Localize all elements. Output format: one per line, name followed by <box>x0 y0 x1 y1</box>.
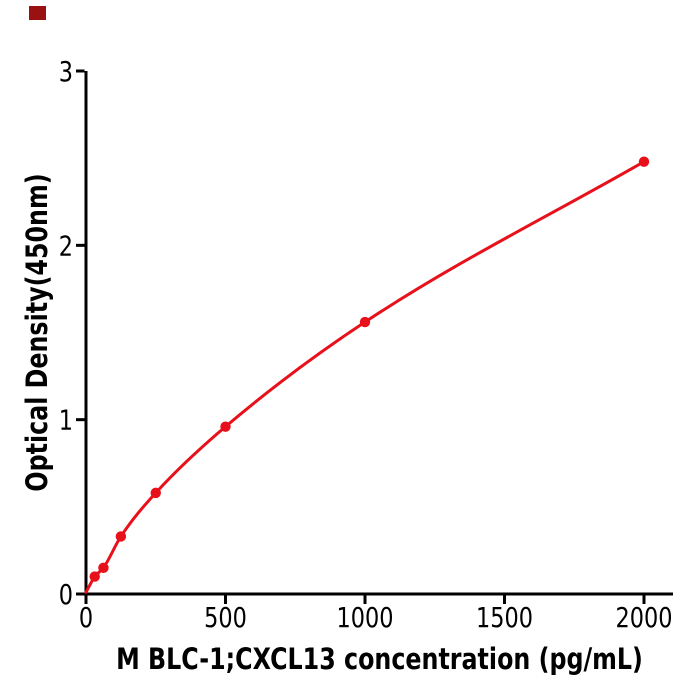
data-point-marker <box>359 316 371 328</box>
data-point-marker <box>115 531 127 542</box>
y-axis-title: Optical Density(450nm) <box>21 173 55 491</box>
data-point-marker <box>220 421 231 432</box>
x-tick-label: 1000 <box>337 600 394 633</box>
x-axis-title: M BLC-1;CXCL13 concentration (pg/mL) <box>116 643 643 677</box>
data-point-marker <box>89 571 100 582</box>
data-point-marker <box>638 156 650 167</box>
y-tick-label: 0 <box>59 577 73 610</box>
data-point-marker <box>150 487 161 499</box>
x-tick-label: 1500 <box>476 600 533 633</box>
logo-red-square-icon <box>29 6 46 20</box>
y-tick-label: 2 <box>59 229 73 262</box>
x-tick-label: 2000 <box>616 600 673 633</box>
y-tick-label: 1 <box>59 403 73 436</box>
standard-curve-line <box>84 160 646 594</box>
x-tick-label: 500 <box>204 600 247 633</box>
axis-spines <box>84 71 673 596</box>
y-tick-label: 3 <box>59 54 73 87</box>
data-point-marker <box>98 562 109 574</box>
x-tick-label: 0 <box>79 600 93 633</box>
